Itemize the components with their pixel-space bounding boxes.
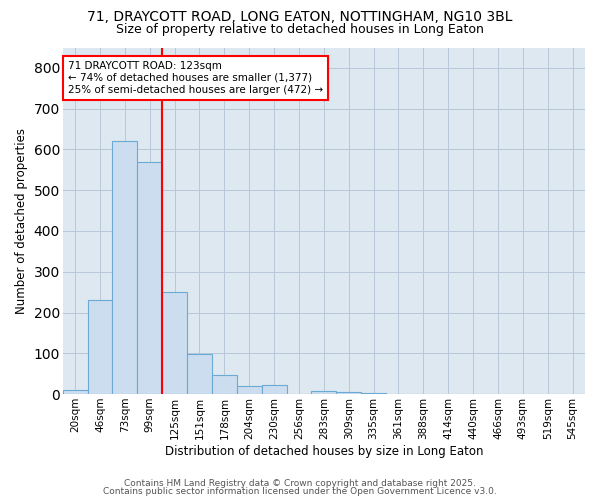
X-axis label: Distribution of detached houses by size in Long Eaton: Distribution of detached houses by size … <box>164 444 483 458</box>
Text: 71, DRAYCOTT ROAD, LONG EATON, NOTTINGHAM, NG10 3BL: 71, DRAYCOTT ROAD, LONG EATON, NOTTINGHA… <box>87 10 513 24</box>
Bar <box>63 390 88 394</box>
Bar <box>187 354 212 394</box>
Bar <box>212 375 237 394</box>
Bar <box>311 391 336 394</box>
Text: Contains public sector information licensed under the Open Government Licence v3: Contains public sector information licen… <box>103 487 497 496</box>
Bar <box>361 393 386 394</box>
Bar <box>237 386 262 394</box>
Bar <box>137 162 162 394</box>
Text: Contains HM Land Registry data © Crown copyright and database right 2025.: Contains HM Land Registry data © Crown c… <box>124 478 476 488</box>
Text: 71 DRAYCOTT ROAD: 123sqm
← 74% of detached houses are smaller (1,377)
25% of sem: 71 DRAYCOTT ROAD: 123sqm ← 74% of detach… <box>68 62 323 94</box>
Bar <box>88 300 112 394</box>
Y-axis label: Number of detached properties: Number of detached properties <box>15 128 28 314</box>
Bar <box>162 292 187 394</box>
Bar <box>262 385 287 394</box>
Text: Size of property relative to detached houses in Long Eaton: Size of property relative to detached ho… <box>116 22 484 36</box>
Bar <box>112 142 137 394</box>
Bar <box>336 392 361 394</box>
